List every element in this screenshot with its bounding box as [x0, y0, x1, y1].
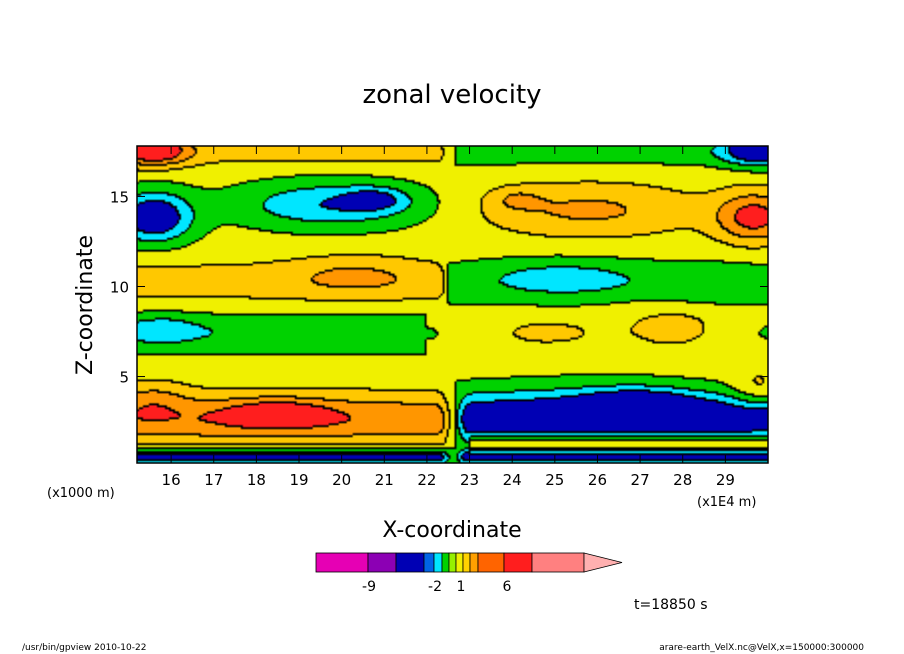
contour-plot-area	[136, 145, 769, 464]
x-axis-unit-left: (x1000 m)	[47, 486, 115, 501]
x-axis-unit-right: (x1E4 m)	[697, 495, 756, 510]
x-tick-label: 25	[545, 471, 564, 489]
colorbar	[315, 552, 623, 573]
y-tick-label: 5	[119, 369, 129, 387]
colorbar-swatch	[395, 552, 425, 573]
colorbar-swatch	[367, 552, 397, 573]
x-tick-label: 23	[460, 471, 479, 489]
colorbar-tick-label: -9	[362, 579, 376, 595]
colorbar-swatch	[448, 552, 457, 573]
y-tick-label: 15	[110, 188, 129, 206]
footer-left: /usr/bin/gpview 2010-10-22	[22, 643, 146, 653]
y-tick-label: 10	[110, 278, 129, 296]
y-axis-ticks: 5 10 15	[110, 188, 768, 387]
x-tick-label: 22	[417, 471, 436, 489]
x-axis-label: X-coordinate	[382, 518, 521, 543]
colorbar-swatch	[477, 552, 505, 573]
chart-title: zonal velocity	[362, 80, 541, 110]
x-tick-label: 29	[716, 471, 735, 489]
x-tick-label: 19	[289, 471, 308, 489]
velocity-field	[137, 146, 768, 463]
x-tick-label: 20	[332, 471, 351, 489]
colorbar-swatch	[441, 552, 450, 573]
plot-frame	[136, 145, 769, 464]
colorbar-swatch	[423, 552, 435, 573]
x-tick-label: 16	[162, 471, 181, 489]
x-tick-label: 18	[247, 471, 266, 489]
colorbar-tick-label: 1	[457, 579, 466, 595]
colorbar-arrow	[583, 552, 623, 573]
colorbar-swatch	[469, 552, 479, 573]
colorbar-tick-label: -2	[428, 579, 442, 595]
colorbar-swatch	[462, 552, 471, 573]
footer-right: arare-earth_VelX.nc@VelX,x=150000:300000	[659, 643, 864, 653]
x-tick-label: 26	[588, 471, 607, 489]
y-axis-label: Z-coordinate	[73, 235, 98, 375]
x-tick-label: 21	[375, 471, 394, 489]
x-tick-label: 24	[503, 471, 522, 489]
colorbar-swatch	[455, 552, 464, 573]
x-tick-label: 27	[631, 471, 650, 489]
colorbar-swatch	[433, 552, 443, 573]
x-tick-label: 28	[673, 471, 692, 489]
colorbar-swatch	[503, 552, 533, 573]
colorbar-swatch	[531, 552, 585, 573]
x-axis-ticks: 16 17 18 19 20 21 22 23 24 25 26 27 28 29	[162, 146, 735, 489]
colorbar-tick-label: 6	[503, 579, 512, 595]
colorbar-swatch	[315, 552, 369, 573]
colorbar-tick-labels: -9 -2 1 6	[362, 579, 512, 595]
x-tick-label: 17	[204, 471, 223, 489]
time-label: t=18850 s	[634, 597, 708, 613]
